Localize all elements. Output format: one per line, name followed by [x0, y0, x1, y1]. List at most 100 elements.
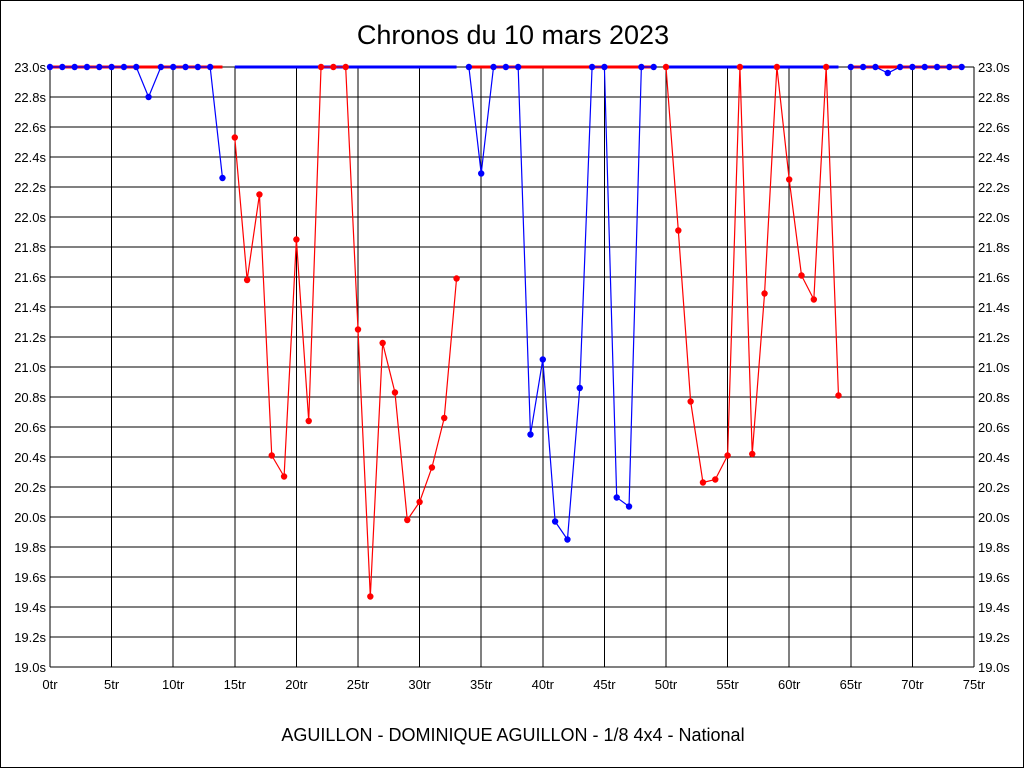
data-point [650, 63, 657, 71]
data-point [675, 227, 682, 234]
data-point [527, 431, 534, 438]
data-point [921, 63, 928, 71]
data-point [551, 518, 559, 525]
y-tick-label-right: 21.0s [978, 360, 1010, 375]
data-point [145, 93, 152, 101]
x-tick-label: 35tr [470, 677, 493, 692]
data-point [441, 414, 448, 422]
data-point [379, 339, 386, 347]
x-tick-label: 15tr [224, 677, 247, 692]
data-point [810, 296, 818, 303]
x-tick-label: 5tr [104, 677, 120, 692]
y-tick-label-left: 19.2s [14, 630, 46, 645]
y-tick-label-right: 21.4s [978, 300, 1010, 315]
data-point [416, 498, 423, 506]
y-tick-label-right: 22.4s [978, 150, 1010, 165]
data-point [367, 593, 374, 600]
y-tick-label-right: 22.8s [978, 90, 1010, 105]
x-axis-label: AGUILLON - DOMINIQUE AGUILLON - 1/8 4x4 … [281, 725, 744, 745]
data-point [638, 63, 645, 71]
data-point [601, 63, 608, 71]
data-point [453, 275, 460, 282]
x-tick-label: 55tr [716, 677, 739, 692]
x-tick-label: 50tr [655, 677, 678, 692]
data-point [502, 63, 510, 71]
data-point [133, 63, 140, 71]
y-tick-label-right: 20.4s [978, 450, 1010, 465]
data-point [576, 384, 583, 392]
data-point [822, 63, 830, 71]
y-tick-label-left: 19.0s [14, 660, 46, 675]
y-tick-label-left: 19.8s [14, 540, 46, 555]
data-point [108, 63, 115, 71]
y-tick-label-left: 20.2s [14, 480, 46, 495]
y-tick-label-right: 22.0s [978, 210, 1010, 225]
data-point [564, 536, 571, 543]
data-point [243, 276, 251, 284]
data-point [625, 503, 633, 510]
y-tick-label-right: 19.2s [978, 630, 1010, 645]
data-point [662, 63, 670, 71]
data-point [157, 63, 165, 71]
data-point [59, 63, 66, 71]
series-line [850, 66, 962, 74]
x-tick-label: 65tr [840, 677, 863, 692]
chart-title: Chronos du 10 mars 2023 [357, 20, 669, 50]
data-point [514, 63, 522, 71]
x-tick-label: 40tr [532, 677, 555, 692]
x-tick-label: 0tr [42, 677, 58, 692]
data-point [749, 450, 756, 458]
data-point [293, 236, 300, 243]
y-tick-label-right: 19.8s [978, 540, 1010, 555]
data-point [724, 452, 731, 459]
data-point [96, 63, 103, 71]
data-point [872, 63, 879, 71]
y-tick-label-right: 21.2s [978, 330, 1010, 345]
data-point [798, 272, 805, 279]
data-point [219, 174, 226, 182]
data-point [182, 63, 189, 71]
y-tick-label-left: 19.4s [14, 600, 46, 615]
y-tick-label-left: 22.2s [14, 180, 46, 195]
y-tick-label-left: 21.2s [14, 330, 46, 345]
data-point [699, 479, 707, 486]
data-point [946, 63, 953, 71]
data-point [712, 476, 719, 483]
y-tick-label-right: 20.6s [978, 420, 1010, 435]
x-tick-label: 25tr [347, 677, 370, 692]
y-tick-label-right: 20.2s [978, 480, 1010, 495]
series-line [50, 66, 224, 179]
x-tick-label: 60tr [778, 677, 801, 692]
data-point [280, 473, 288, 480]
y-tick-label-left: 20.0s [14, 510, 46, 525]
data-point [428, 464, 436, 471]
data-point [194, 63, 202, 71]
y-tick-label-right: 21.8s [978, 240, 1010, 255]
data-point [490, 63, 497, 71]
y-tick-label-right: 23.0s [978, 60, 1010, 75]
x-tick-label: 30tr [408, 677, 431, 692]
y-tick-label-right: 19.0s [978, 660, 1010, 675]
data-point [256, 191, 263, 198]
y-tick-label-right: 19.4s [978, 600, 1010, 615]
y-tick-label-right: 20.8s [978, 390, 1010, 405]
data-point [786, 176, 793, 183]
data-point [391, 389, 399, 396]
y-tick-label-left: 20.4s [14, 450, 46, 465]
data-point [761, 290, 768, 297]
y-tick-label-left: 22.4s [14, 150, 46, 165]
data-point [909, 63, 916, 71]
data-point [268, 452, 275, 459]
data-point [847, 63, 854, 71]
data-point [342, 63, 349, 71]
y-tick-label-right: 21.6s [978, 270, 1010, 285]
y-tick-label-right: 20.0s [978, 510, 1010, 525]
data-point [305, 417, 312, 425]
series-line [468, 66, 654, 542]
data-point [687, 398, 694, 405]
y-tick-label-left: 20.8s [14, 390, 46, 405]
y-tick-label-left: 20.6s [14, 420, 46, 435]
data-point [539, 356, 546, 363]
